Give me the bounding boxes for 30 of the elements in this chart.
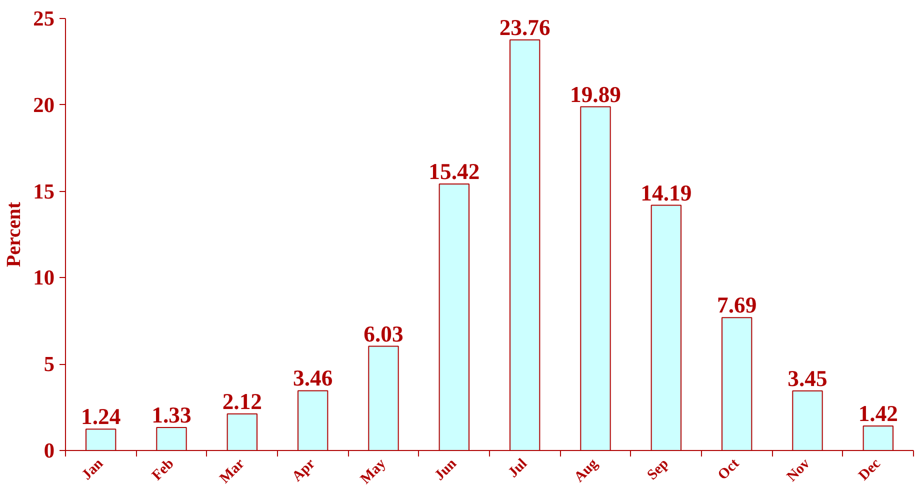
x-tick-label: Apr: [289, 455, 319, 486]
data-label: 1.42: [858, 400, 898, 426]
data-label: 23.76: [499, 14, 550, 40]
data-label: 14.19: [640, 180, 692, 206]
x-tick-label: Jan: [79, 456, 106, 484]
x-tick-label: Mar: [216, 455, 248, 487]
y-tick-label: 5: [44, 352, 55, 376]
data-label: 19.89: [570, 82, 621, 107]
x-tick-label: Nov: [784, 455, 814, 486]
x-tick-label: Sep: [644, 456, 672, 484]
data-label: 3.46: [293, 366, 333, 391]
y-tick-label: 0: [44, 438, 55, 462]
data-label: 1.24: [81, 404, 121, 430]
x-tick-label: Aug: [571, 455, 602, 486]
data-label: 6.03: [364, 321, 404, 346]
y-axis-title: Percent: [3, 202, 26, 268]
x-tick-label: Oct: [715, 456, 743, 484]
y-tick-label: 10: [33, 266, 54, 290]
y-tick-label: 20: [33, 92, 54, 117]
data-label: 7.69: [717, 292, 757, 318]
data-label: 1.33: [152, 402, 192, 428]
x-tick-label: Jul: [505, 456, 530, 481]
data-label: 3.45: [788, 366, 828, 391]
data-label: 15.42: [428, 159, 480, 184]
x-tick-label: Feb: [149, 456, 178, 484]
x-tick-label: Jun: [432, 456, 460, 484]
x-tick-label: Dec: [856, 455, 884, 484]
y-tick-label: 15: [33, 179, 54, 204]
data-label: 2.12: [222, 388, 262, 414]
y-tick-label: 25: [33, 6, 54, 30]
